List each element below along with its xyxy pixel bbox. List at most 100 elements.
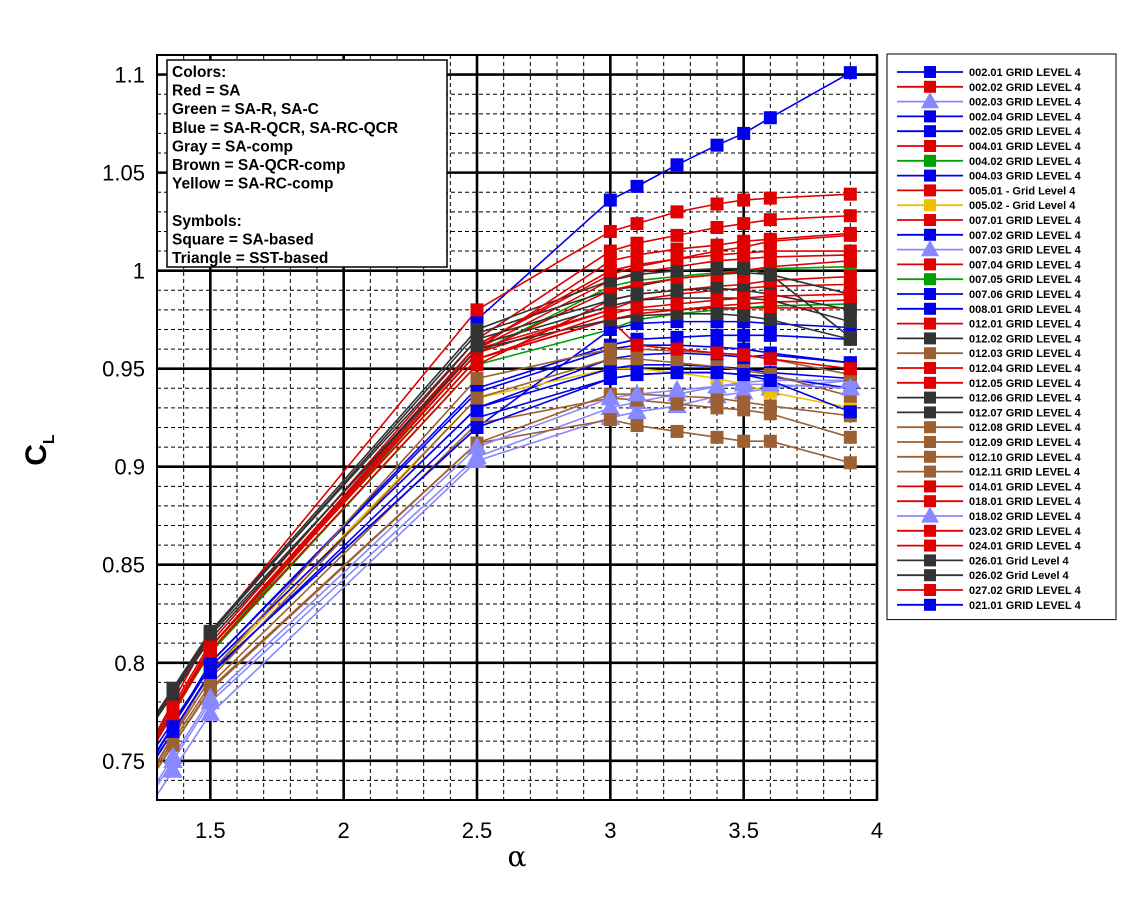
legend-label: 027.02 GRID LEVEL 4 xyxy=(969,585,1082,597)
data-point xyxy=(627,383,647,402)
y-tick-label: 0.9 xyxy=(114,455,145,480)
legend-label: 007.03 GRID LEVEL 4 xyxy=(969,245,1082,257)
legend-marker xyxy=(924,169,936,182)
data-point xyxy=(763,268,777,282)
data-point xyxy=(470,391,484,405)
legend-label: 012.07 GRID LEVEL 4 xyxy=(969,407,1082,419)
legend-marker xyxy=(924,450,936,463)
data-point xyxy=(670,158,684,172)
legend-label: 007.06 GRID LEVEL 4 xyxy=(969,289,1082,301)
legend-item: 012.03 GRID LEVEL 4 xyxy=(897,347,1082,360)
data-point xyxy=(843,244,857,258)
data-point xyxy=(710,391,724,405)
legend-label: 002.02 GRID LEVEL 4 xyxy=(969,82,1082,94)
legend-item: 002.05 GRID LEVEL 4 xyxy=(897,125,1082,138)
legend-item: 012.06 GRID LEVEL 4 xyxy=(897,391,1082,405)
data-point xyxy=(470,421,484,434)
legend-item: 026.01 Grid Level 4 xyxy=(897,554,1070,567)
series-markers xyxy=(163,66,861,778)
info-box-line: Square = SA-based xyxy=(172,231,314,248)
legend-marker xyxy=(924,110,936,123)
legend-label: 012.04 GRID LEVEL 4 xyxy=(969,363,1082,375)
legend-label: 002.03 GRID LEVEL 4 xyxy=(969,97,1082,109)
legend-label: 008.01 GRID LEVEL 4 xyxy=(969,304,1082,316)
info-box-line: Gray = SA-comp xyxy=(172,138,293,155)
data-point xyxy=(603,193,617,207)
legend-marker xyxy=(924,436,936,448)
legend-marker xyxy=(924,362,936,374)
legend-marker xyxy=(924,80,936,93)
legend-label: 014.01 GRID LEVEL 4 xyxy=(969,481,1082,493)
data-point xyxy=(670,424,684,438)
data-point xyxy=(707,375,727,394)
legend-marker xyxy=(924,465,936,478)
legend-item: 007.06 GRID LEVEL 4 xyxy=(897,288,1082,301)
legend-label: 012.03 GRID LEVEL 4 xyxy=(969,348,1082,360)
data-point xyxy=(670,307,684,321)
data-point xyxy=(670,356,684,370)
legend-marker xyxy=(924,199,936,212)
data-point xyxy=(670,242,684,256)
x-tick-label: 3 xyxy=(604,818,616,843)
legend-marker xyxy=(924,317,936,330)
info-box-line: Yellow = SA-RC-comp xyxy=(172,176,334,193)
info-box-line: Symbols: xyxy=(172,213,242,230)
legend-marker xyxy=(924,376,936,389)
x-axis-label: α xyxy=(508,840,527,873)
legend-marker xyxy=(924,421,936,434)
legend-label: 026.01 Grid Level 4 xyxy=(969,555,1070,567)
data-point xyxy=(737,234,751,248)
data-point xyxy=(763,301,777,315)
info-box-line: Green = SA-R, SA-C xyxy=(172,101,319,118)
data-point xyxy=(163,760,183,778)
data-point xyxy=(710,346,724,360)
y-tick-label: 0.8 xyxy=(114,651,145,676)
legend-label: 018.02 GRID LEVEL 4 xyxy=(969,511,1082,523)
data-point xyxy=(603,352,617,366)
data-point xyxy=(667,379,687,398)
legend-marker xyxy=(924,480,936,493)
y-axis-label-subscript: L xyxy=(41,434,58,444)
legend-marker xyxy=(924,125,936,138)
data-point xyxy=(630,268,644,282)
legend-item: 012.01 GRID LEVEL 4 xyxy=(897,317,1082,331)
data-point xyxy=(763,289,777,303)
legend-label: 004.02 GRID LEVEL 4 xyxy=(969,156,1082,168)
data-point xyxy=(843,209,857,223)
data-point xyxy=(763,328,777,342)
y-axis-label-main: C xyxy=(20,444,53,466)
data-point xyxy=(763,191,777,205)
data-point xyxy=(630,287,644,301)
y-tick-label: 0.85 xyxy=(102,553,145,578)
data-point xyxy=(470,313,484,327)
legend-label: 002.01 GRID LEVEL 4 xyxy=(969,67,1082,79)
legend-item: 007.05 GRID LEVEL 4 xyxy=(897,273,1082,286)
data-point xyxy=(470,342,484,356)
legend-marker xyxy=(924,273,936,286)
data-point xyxy=(710,238,724,252)
data-point xyxy=(470,401,484,415)
data-point xyxy=(710,197,724,211)
data-point xyxy=(843,270,857,284)
legend-item: 027.02 GRID LEVEL 4 xyxy=(897,584,1082,597)
legend-marker xyxy=(921,240,939,257)
legend-label: 004.03 GRID LEVEL 4 xyxy=(969,171,1082,183)
data-point xyxy=(710,221,724,235)
legend-label: 012.05 GRID LEVEL 4 xyxy=(969,378,1082,390)
legend-item: 012.07 GRID LEVEL 4 xyxy=(897,406,1082,419)
x-tick-label: 4 xyxy=(871,818,883,843)
data-point xyxy=(603,307,617,321)
legend-label: 026.02 Grid Level 4 xyxy=(969,570,1070,582)
data-point xyxy=(670,283,684,297)
info-box-line: Blue = SA-R-QCR, SA-RC-QCR xyxy=(172,120,398,137)
data-point xyxy=(603,413,617,427)
data-point xyxy=(710,401,724,415)
legend-item: 002.01 GRID LEVEL 4 xyxy=(897,66,1082,79)
data-point xyxy=(710,366,724,380)
legend-marker xyxy=(924,539,936,552)
data-point xyxy=(630,352,644,366)
data-point xyxy=(843,226,857,240)
legend-marker xyxy=(924,66,936,78)
